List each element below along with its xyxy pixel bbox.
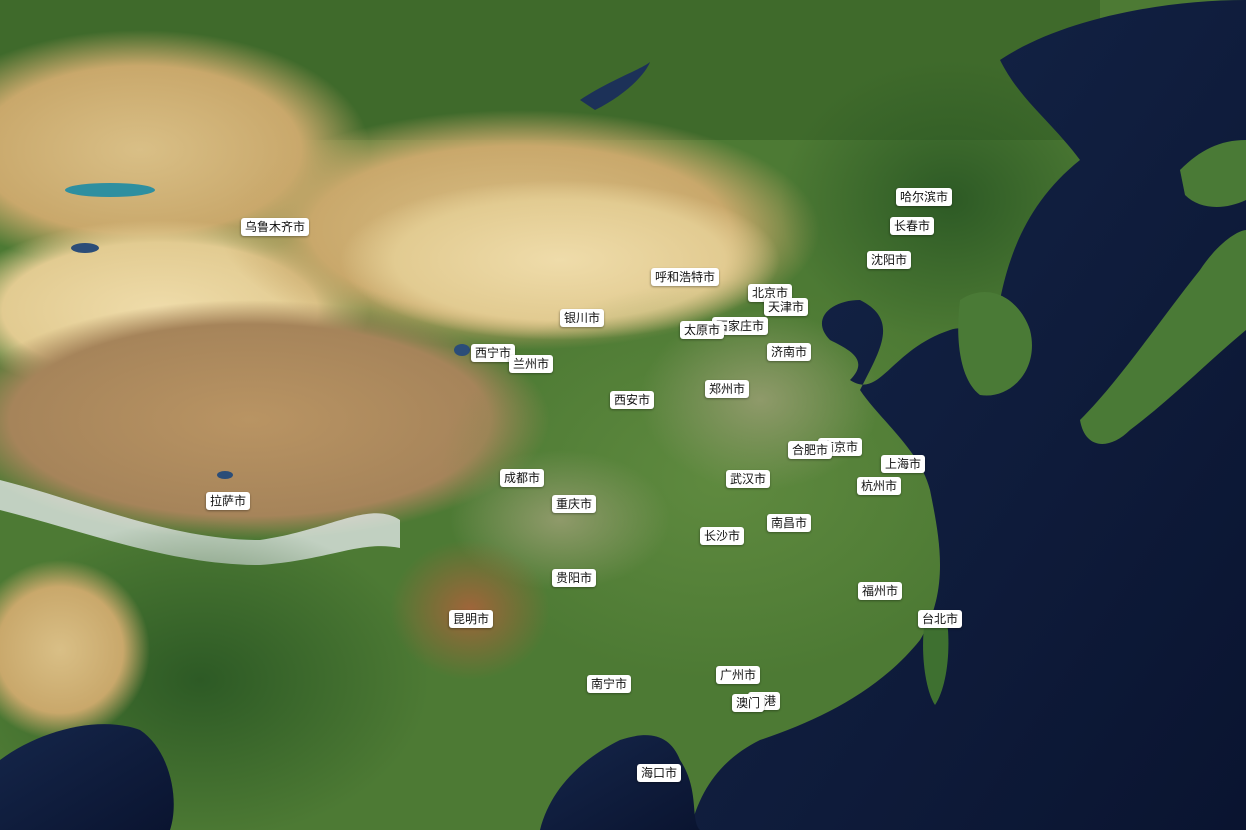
city-label-changsha[interactable]: 长沙市 xyxy=(699,527,745,545)
city-label-jinan[interactable]: 济南市 xyxy=(766,343,812,361)
city-label-lhasa[interactable]: 拉萨市 xyxy=(205,492,251,510)
city-label-kunming[interactable]: 昆明市 xyxy=(448,610,494,628)
city-label-shenyang[interactable]: 沈阳市 xyxy=(866,251,912,269)
city-label-hangzhou[interactable]: 杭州市 xyxy=(856,477,902,495)
city-label-haikou[interactable]: 海口市 xyxy=(636,764,682,782)
city-label-guiyang[interactable]: 贵阳市 xyxy=(551,569,597,587)
city-label-xining[interactable]: 西宁市 xyxy=(470,344,516,362)
city-label-lanzhou[interactable]: 兰州市 xyxy=(508,355,554,373)
city-label-changchun[interactable]: 长春市 xyxy=(889,217,935,235)
city-label-chongqing[interactable]: 重庆市 xyxy=(551,495,597,513)
city-label-guangzhou[interactable]: 广州市 xyxy=(715,666,761,684)
city-label-nanning[interactable]: 南宁市 xyxy=(586,675,632,693)
city-label-hohhot[interactable]: 呼和浩特市 xyxy=(650,268,720,286)
city-label-fuzhou[interactable]: 福州市 xyxy=(857,582,903,600)
city-label-shijiazhuang[interactable]: 石家庄市 xyxy=(711,317,769,335)
city-label-harbin[interactable]: 哈尔滨市 xyxy=(895,188,953,206)
city-label-macau[interactable]: 澳门 xyxy=(731,694,765,712)
city-label-taipei[interactable]: 台北市 xyxy=(917,610,963,628)
city-label-nanchang[interactable]: 南昌市 xyxy=(766,514,812,532)
city-label-wuhan[interactable]: 武汉市 xyxy=(725,470,771,488)
city-label-yinchuan[interactable]: 银川市 xyxy=(559,309,605,327)
city-label-xian[interactable]: 西安市 xyxy=(609,391,655,409)
city-label-zhengzhou[interactable]: 郑州市 xyxy=(704,380,750,398)
city-label-taiyuan[interactable]: 太原市 xyxy=(679,321,725,339)
city-label-urumqi[interactable]: 乌鲁木齐市 xyxy=(240,218,310,236)
city-label-tianjin[interactable]: 天津市 xyxy=(763,298,809,316)
city-label-hefei[interactable]: 合肥市 xyxy=(787,441,833,459)
city-label-chengdu[interactable]: 成都市 xyxy=(499,469,545,487)
city-label-beijing[interactable]: 北京市 xyxy=(747,284,793,302)
city-label-shanghai[interactable]: 上海市 xyxy=(880,455,926,473)
